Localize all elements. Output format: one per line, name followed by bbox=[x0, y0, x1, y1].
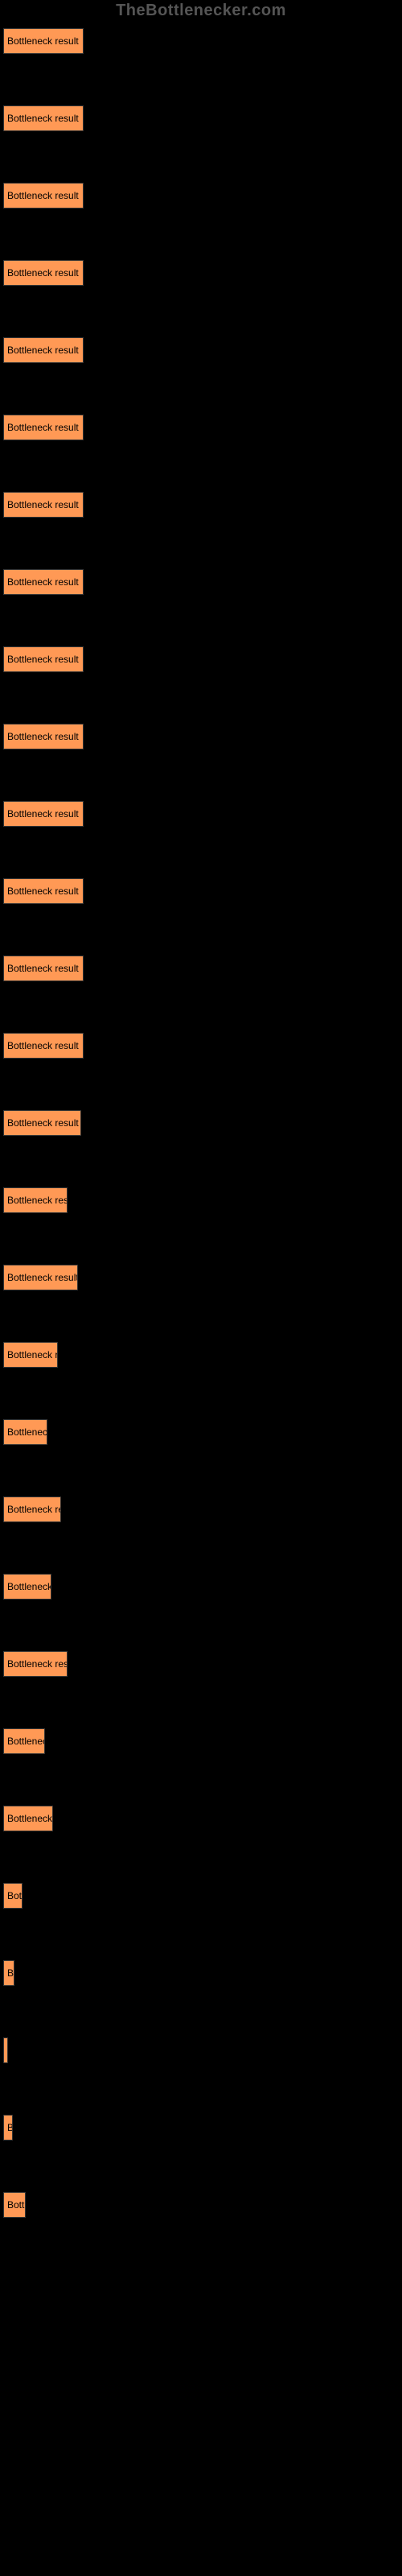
bar-label: Bottleneck result bbox=[7, 1813, 53, 1824]
bar-row: Bottleneck result bbox=[3, 878, 399, 928]
bar[interactable]: Bottleneck result bbox=[3, 878, 84, 904]
bar[interactable]: Bottleneck result bbox=[3, 1806, 53, 1831]
bar[interactable]: Bottleneck result bbox=[3, 337, 84, 363]
bar[interactable]: Bottleneck result bbox=[3, 2192, 26, 2218]
bar-label: Bottleneck result bbox=[7, 1736, 45, 1747]
bar[interactable]: Bottleneck result bbox=[3, 2115, 13, 2140]
bar[interactable]: Bottleneck result bbox=[3, 1883, 23, 1909]
bar[interactable]: Bottleneck result bbox=[3, 801, 84, 827]
bar-label: Bottleneck result bbox=[7, 1581, 51, 1592]
bar-label: Bottleneck result bbox=[7, 1504, 61, 1515]
bar-row: Bottleneck result bbox=[3, 1187, 399, 1237]
bar-row: Bottleneck result bbox=[3, 956, 399, 1005]
bar-label: Bottleneck result bbox=[7, 963, 79, 974]
bar[interactable]: Bottleneck result bbox=[3, 1496, 61, 1522]
bar-row: Bottleneck result bbox=[3, 28, 399, 78]
bar-label: Bottleneck result bbox=[7, 1890, 23, 1901]
bar[interactable]: Bottleneck result bbox=[3, 1574, 51, 1600]
bar[interactable]: Bottleneck result bbox=[3, 1728, 45, 1754]
bar-row: Bottleneck result bbox=[3, 1574, 399, 1624]
bar-row: Bottleneck result bbox=[3, 1342, 399, 1392]
bar-row: Bottleneck result bbox=[3, 1728, 399, 1778]
bar[interactable]: Bottleneck result bbox=[3, 1187, 68, 1213]
bar[interactable]: Bottleneck result bbox=[3, 2037, 8, 2063]
bar-label: Bottleneck result bbox=[7, 1426, 47, 1438]
bar-row: Bottleneck result bbox=[3, 2192, 399, 2242]
bar-label: Bottleneck result bbox=[7, 1967, 14, 1979]
bar-label: Bottleneck result bbox=[7, 576, 79, 588]
bar[interactable]: Bottleneck result bbox=[3, 1960, 14, 1986]
bar-row: Bottleneck result bbox=[3, 260, 399, 310]
bar-label: Bottleneck result bbox=[7, 1658, 68, 1670]
bar-row: Bottleneck result bbox=[3, 1960, 399, 2010]
bar-row: Bottleneck result bbox=[3, 801, 399, 851]
bar-row: Bottleneck result bbox=[3, 1496, 399, 1546]
bar-label: Bottleneck result bbox=[7, 267, 79, 279]
bar-label: Bottleneck result bbox=[7, 35, 79, 47]
bar[interactable]: Bottleneck result bbox=[3, 1033, 84, 1059]
bar-label: Bottleneck result bbox=[7, 2045, 8, 2056]
bar-row: Bottleneck result bbox=[3, 2037, 399, 2087]
bar-label: Bottleneck result bbox=[7, 731, 79, 742]
bar-row: Bottleneck result bbox=[3, 569, 399, 619]
bar-row: Bottleneck result bbox=[3, 1883, 399, 1933]
bar-label: Bottleneck result bbox=[7, 654, 79, 665]
bar-row: Bottleneck result bbox=[3, 1110, 399, 1160]
bar-label: Bottleneck result bbox=[7, 886, 79, 897]
bar-label: Bottleneck result bbox=[7, 1195, 68, 1206]
bar-row: Bottleneck result bbox=[3, 492, 399, 542]
bar-row: Bottleneck result bbox=[3, 1806, 399, 1856]
bar[interactable]: Bottleneck result bbox=[3, 492, 84, 518]
site-header: TheBottlenecker.com bbox=[0, 0, 402, 28]
bar[interactable]: Bottleneck result bbox=[3, 956, 84, 981]
bar-row: Bottleneck result bbox=[3, 2115, 399, 2165]
bar-row: Bottleneck result bbox=[3, 1265, 399, 1315]
bar-label: Bottleneck result bbox=[7, 2122, 13, 2133]
bar-label: Bottleneck result bbox=[7, 499, 79, 510]
bar-row: Bottleneck result bbox=[3, 724, 399, 774]
bar-label: Bottleneck result bbox=[7, 808, 79, 819]
bar[interactable]: Bottleneck result bbox=[3, 183, 84, 208]
bar[interactable]: Bottleneck result bbox=[3, 569, 84, 595]
bar-row: Bottleneck result bbox=[3, 646, 399, 696]
bar[interactable]: Bottleneck result bbox=[3, 415, 84, 440]
bar-label: Bottleneck result bbox=[7, 1349, 58, 1360]
bar-row: Bottleneck result bbox=[3, 1651, 399, 1701]
bar-label: Bottleneck result bbox=[7, 2199, 26, 2211]
bar-label: Bottleneck result bbox=[7, 345, 79, 356]
bar-row: Bottleneck result bbox=[3, 183, 399, 233]
bar-label: Bottleneck result bbox=[7, 113, 79, 124]
bar[interactable]: Bottleneck result bbox=[3, 1265, 78, 1290]
bar[interactable]: Bottleneck result bbox=[3, 724, 84, 749]
bar-label: Bottleneck result bbox=[7, 1040, 79, 1051]
bar-label: Bottleneck result bbox=[7, 1272, 78, 1283]
bar[interactable]: Bottleneck result bbox=[3, 1651, 68, 1677]
bar-row: Bottleneck result bbox=[3, 1033, 399, 1083]
bar-chart: Bottleneck result Bottleneck result Bottle… bbox=[0, 28, 402, 2242]
bar[interactable]: Bottleneck result bbox=[3, 28, 84, 54]
bar-row: Bottleneck result bbox=[3, 1419, 399, 1469]
bar[interactable]: Bottleneck result bbox=[3, 1342, 58, 1368]
bar-row: Bottleneck result bbox=[3, 337, 399, 387]
bar-label: Bottleneck result bbox=[7, 1117, 79, 1129]
bar[interactable]: Bottleneck result bbox=[3, 1110, 81, 1136]
bar[interactable]: Bottleneck result bbox=[3, 1419, 47, 1445]
bar[interactable]: Bottleneck result bbox=[3, 105, 84, 131]
bar[interactable]: Bottleneck result bbox=[3, 646, 84, 672]
bar[interactable]: Bottleneck result bbox=[3, 260, 84, 286]
bar-label: Bottleneck result bbox=[7, 422, 79, 433]
bar-row: Bottleneck result bbox=[3, 105, 399, 155]
bar-label: Bottleneck result bbox=[7, 190, 79, 201]
bar-row: Bottleneck result bbox=[3, 415, 399, 464]
